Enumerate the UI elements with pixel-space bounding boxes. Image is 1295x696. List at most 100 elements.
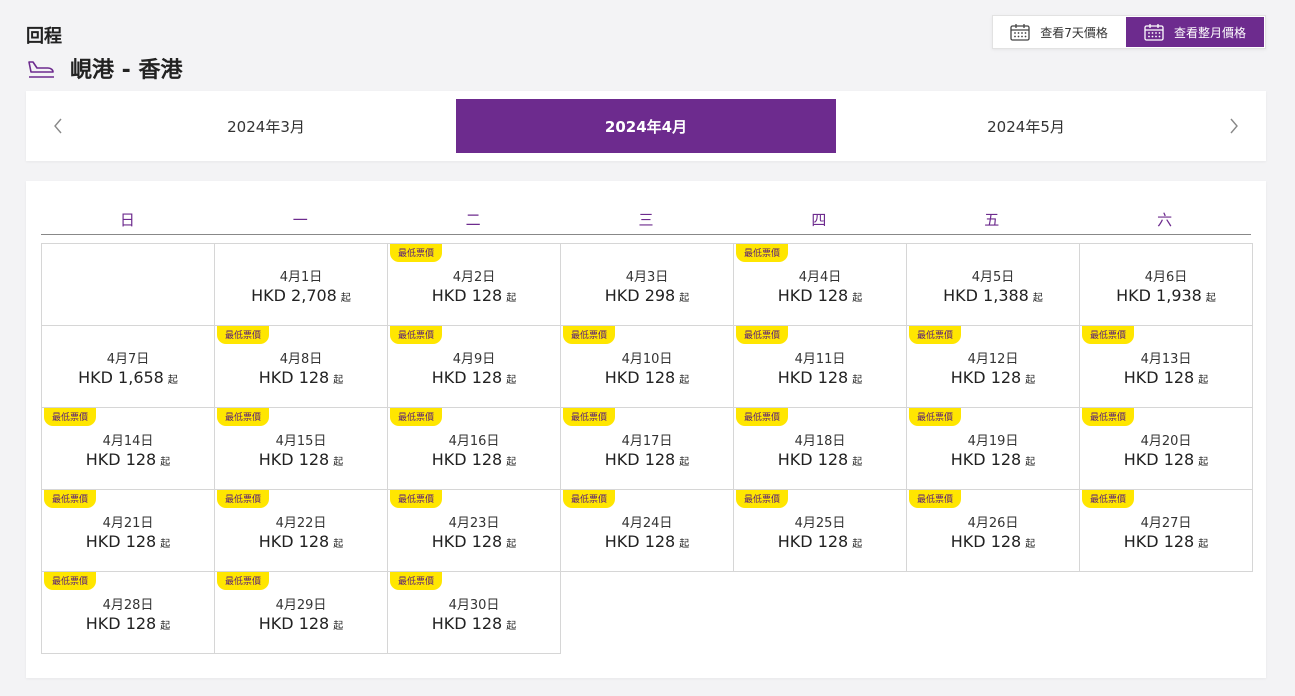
day-date: 4月27日 bbox=[1140, 516, 1192, 531]
day-date: 4月2日 bbox=[452, 270, 496, 285]
calendar-day-cell[interactable]: 4月3日 HKD 298 起 bbox=[560, 243, 734, 326]
day-price: HKD 128 起 bbox=[388, 450, 560, 469]
calendar-day-cell[interactable]: 最低票價 4月14日 HKD 128 起 bbox=[41, 407, 215, 490]
price-from-label: 起 bbox=[1198, 375, 1209, 386]
day-price: HKD 128 起 bbox=[734, 368, 906, 387]
day-date: 4月30日 bbox=[448, 598, 500, 613]
chevron-right-icon bbox=[1230, 118, 1238, 134]
calendar-day-cell[interactable]: 最低票價 4月22日 HKD 128 起 bbox=[214, 489, 388, 572]
calendar-day-cell[interactable]: 最低票價 4月27日 HKD 128 起 bbox=[1079, 489, 1253, 572]
month-selector: 2024年3月 2024年4月 2024年5月 bbox=[26, 91, 1266, 161]
price-from-label: 起 bbox=[340, 293, 351, 304]
price-value: HKD 128 bbox=[777, 368, 849, 387]
lowest-fare-badge: 最低票價 bbox=[44, 408, 97, 426]
calendar-day-cell[interactable]: 最低票價 4月30日 HKD 128 起 bbox=[387, 571, 561, 654]
price-value: HKD 128 bbox=[258, 532, 330, 551]
calendar-day-cell[interactable]: 4月6日 HKD 1,938 起 bbox=[1079, 243, 1253, 326]
day-date: 4月18日 bbox=[794, 434, 846, 449]
lowest-fare-badge: 最低票價 bbox=[217, 408, 270, 426]
day-price: HKD 2,708 起 bbox=[215, 286, 387, 305]
calendar-day-cell[interactable]: 最低票價 4月18日 HKD 128 起 bbox=[733, 407, 907, 490]
price-value: HKD 128 bbox=[258, 368, 330, 387]
day-date: 4月12日 bbox=[967, 352, 1019, 367]
price-from-label: 起 bbox=[1032, 293, 1043, 304]
calendar-day-cell[interactable]: 最低票價 4月21日 HKD 128 起 bbox=[41, 489, 215, 572]
calendar-day-cell[interactable]: 最低票價 4月8日 HKD 128 起 bbox=[214, 325, 388, 408]
price-value: HKD 128 bbox=[85, 614, 157, 633]
calendar-day-cell[interactable]: 最低票價 4月24日 HKD 128 起 bbox=[560, 489, 734, 572]
calendar-day-cell[interactable]: 最低票價 4月19日 HKD 128 起 bbox=[906, 407, 1080, 490]
day-date: 4月15日 bbox=[275, 434, 327, 449]
day-price: HKD 128 起 bbox=[215, 532, 387, 551]
day-date: 4月22日 bbox=[275, 516, 327, 531]
day-price: HKD 128 起 bbox=[734, 532, 906, 551]
calendar-day-cell[interactable]: 最低票價 4月25日 HKD 128 起 bbox=[733, 489, 907, 572]
calendar-day-cell[interactable]: 最低票價 4月17日 HKD 128 起 bbox=[560, 407, 734, 490]
calendar-day-cell[interactable]: 最低票價 4月20日 HKD 128 起 bbox=[1079, 407, 1253, 490]
lowest-fare-badge: 最低票價 bbox=[390, 244, 443, 262]
day-date: 4月20日 bbox=[1140, 434, 1192, 449]
day-date: 4月26日 bbox=[967, 516, 1019, 531]
price-from-label: 起 bbox=[333, 457, 344, 468]
price-value: HKD 128 bbox=[1123, 532, 1195, 551]
price-value: HKD 128 bbox=[431, 450, 503, 469]
calendar-day-cell[interactable]: 最低票價 4月29日 HKD 128 起 bbox=[214, 571, 388, 654]
day-date: 4月10日 bbox=[621, 352, 673, 367]
price-from-label: 起 bbox=[333, 375, 344, 386]
tab-current-month[interactable]: 2024年4月 bbox=[456, 99, 836, 153]
tab-next-month[interactable]: 2024年5月 bbox=[987, 117, 1065, 136]
weekday-label: 六 bbox=[1157, 211, 1173, 229]
weekday-label: 四 bbox=[811, 211, 827, 229]
day-date: 4月21日 bbox=[102, 516, 154, 531]
calendar-day-cell[interactable]: 最低票價 4月28日 HKD 128 起 bbox=[41, 571, 215, 654]
lowest-fare-badge: 最低票價 bbox=[563, 408, 616, 426]
lowest-fare-badge: 最低票價 bbox=[736, 244, 789, 262]
calendar-day-cell[interactable]: 最低票價 4月13日 HKD 128 起 bbox=[1079, 325, 1253, 408]
weekday-label: 一 bbox=[292, 211, 308, 229]
calendar-grid: 4月1日 HKD 2,708 起最低票價 4月2日 HKD 128 起 4月3日 HKD 29… bbox=[41, 243, 1253, 654]
calendar-day-cell[interactable]: 最低票價 4月4日 HKD 128 起 bbox=[733, 243, 907, 326]
calendar-day-cell[interactable]: 4月7日 HKD 1,658 起 bbox=[41, 325, 215, 408]
lowest-fare-badge: 最低票價 bbox=[44, 490, 97, 508]
day-price: HKD 128 起 bbox=[1080, 532, 1252, 551]
calendar-day-cell[interactable]: 最低票價 4月15日 HKD 128 起 bbox=[214, 407, 388, 490]
price-value: HKD 1,658 bbox=[78, 368, 164, 387]
day-date: 4月4日 bbox=[798, 270, 842, 285]
plane-landing-icon bbox=[28, 61, 54, 78]
calendar-day-cell[interactable]: 4月5日 HKD 1,388 起 bbox=[906, 243, 1080, 326]
route-heading: 峴港 - 香港 bbox=[26, 52, 182, 84]
calendar-day-cell[interactable]: 最低票價 4月26日 HKD 128 起 bbox=[906, 489, 1080, 572]
day-price: HKD 128 起 bbox=[561, 368, 733, 387]
price-from-label: 起 bbox=[160, 457, 171, 468]
view-week-button[interactable]: 查看7天價格 bbox=[993, 16, 1126, 48]
calendar-day-cell[interactable]: 最低票價 4月10日 HKD 128 起 bbox=[560, 325, 734, 408]
calendar-day-cell[interactable]: 4月1日 HKD 2,708 起 bbox=[214, 243, 388, 326]
day-price: HKD 128 起 bbox=[561, 450, 733, 469]
weekday-label: 日 bbox=[119, 211, 135, 229]
weekday-label: 三 bbox=[638, 211, 654, 229]
day-price: HKD 128 起 bbox=[388, 286, 560, 305]
view-month-button[interactable]: 查看整月價格 bbox=[1126, 17, 1264, 47]
calendar-day-cell[interactable]: 最低票價 4月9日 HKD 128 起 bbox=[387, 325, 561, 408]
price-value: HKD 1,938 bbox=[1116, 286, 1202, 305]
price-value: HKD 2,708 bbox=[251, 286, 337, 305]
prev-month-button[interactable] bbox=[46, 113, 70, 139]
calendar-card: 日 一 二 三 四 五 六 4月1日 HKD 2,708 起最低票價 4月2日 HKD … bbox=[26, 181, 1266, 678]
calendar-day-cell[interactable]: 最低票價 4月12日 HKD 128 起 bbox=[906, 325, 1080, 408]
day-price: HKD 128 起 bbox=[388, 532, 560, 551]
price-from-label: 起 bbox=[852, 539, 863, 550]
calendar-day-cell[interactable]: 最低票價 4月23日 HKD 128 起 bbox=[387, 489, 561, 572]
price-from-label: 起 bbox=[167, 375, 178, 386]
tab-prev-month[interactable]: 2024年3月 bbox=[227, 117, 305, 136]
lowest-fare-badge: 最低票價 bbox=[909, 490, 962, 508]
price-value: HKD 128 bbox=[431, 368, 503, 387]
calendar-day-cell[interactable]: 最低票價 4月2日 HKD 128 起 bbox=[387, 243, 561, 326]
calendar-day-cell[interactable]: 最低票價 4月16日 HKD 128 起 bbox=[387, 407, 561, 490]
price-value: HKD 128 bbox=[431, 532, 503, 551]
next-month-button[interactable] bbox=[1222, 113, 1246, 139]
calendar-day-cell[interactable]: 最低票價 4月11日 HKD 128 起 bbox=[733, 325, 907, 408]
price-value: HKD 128 bbox=[777, 286, 849, 305]
price-from-label: 起 bbox=[333, 621, 344, 632]
price-from-label: 起 bbox=[1025, 539, 1036, 550]
day-price: HKD 298 起 bbox=[561, 286, 733, 305]
